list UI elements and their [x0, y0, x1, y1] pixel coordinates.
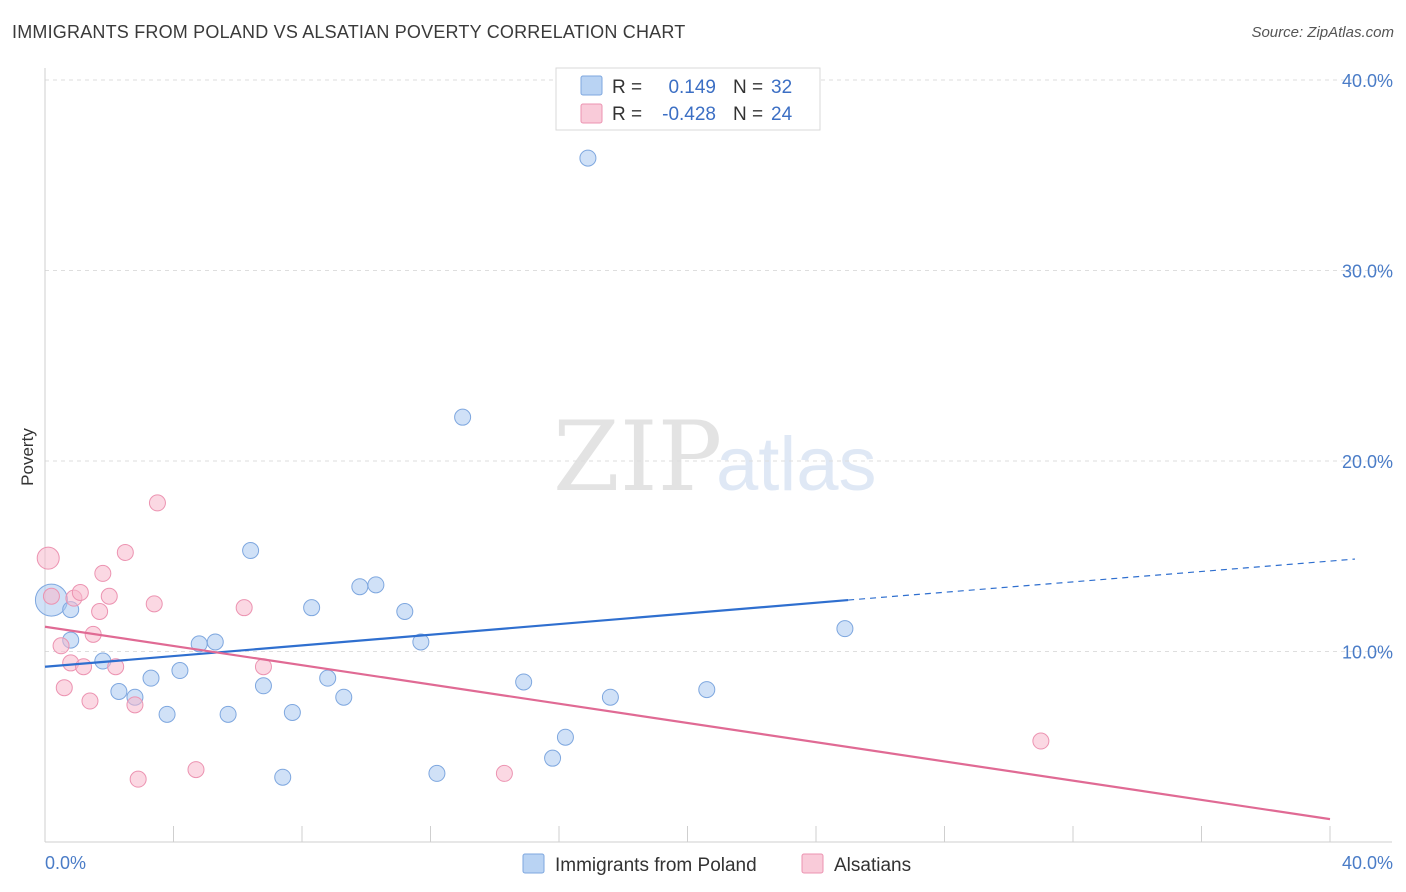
stats-r-value-poland: 0.149 — [668, 77, 716, 98]
legend-swatch-alsatians — [801, 853, 824, 874]
legend-label-alsatians: Alsatians — [834, 855, 911, 876]
poland-point-7 — [158, 705, 176, 723]
alsatians-point-14 — [116, 543, 134, 561]
alsatians-point-6 — [71, 583, 89, 601]
alsatians-point-3 — [55, 679, 73, 697]
poland-point-20 — [367, 576, 385, 594]
y-tick-labels: 10.0% 20.0% 30.0% 40.0% — [1342, 71, 1393, 663]
y-tick-label-20: 20.0% — [1342, 452, 1393, 472]
stats-swatch-alsatians — [580, 103, 603, 124]
alsatians-point-8 — [81, 692, 99, 710]
alsatians-point-0 — [36, 546, 60, 570]
poland-point-27 — [556, 728, 574, 746]
stats-n-label-alsatians: N = — [733, 104, 763, 125]
alsatians-point-19 — [187, 761, 205, 779]
alsatians-point-2 — [52, 637, 70, 655]
stats-r-label-poland: R = — [612, 77, 642, 98]
poland-point-26 — [544, 749, 562, 767]
poland-point-25 — [515, 673, 533, 691]
poland-point-6 — [142, 669, 160, 687]
poland-point-11 — [219, 705, 237, 723]
stats-r-label-alsatians: R = — [612, 104, 642, 125]
alsatians-point-17 — [145, 595, 163, 613]
axes — [44, 68, 1392, 843]
poland-point-19 — [351, 578, 369, 596]
poland-point-10 — [206, 633, 224, 651]
alsatians-point-10 — [91, 602, 109, 620]
alsatians-point-1 — [42, 587, 60, 605]
alsatians-point-16 — [129, 770, 147, 788]
stats-r-value-alsatians: -0.428 — [662, 104, 716, 125]
grid-lines — [45, 79, 1392, 652]
alsatians-trend-line — [44, 625, 1331, 821]
alsatians-point-13 — [107, 658, 125, 676]
poland-point-14 — [274, 768, 292, 786]
poland-point-31 — [836, 620, 854, 638]
poland-point-30 — [698, 681, 716, 699]
x-ticks — [173, 826, 1331, 842]
poland-trend-line — [44, 598, 849, 668]
poland-point-13 — [254, 677, 272, 695]
poland-point-8 — [171, 662, 189, 680]
watermark-zip: ZIP — [553, 401, 722, 513]
x-tick-label-min: 0.0% — [45, 853, 86, 873]
stats-box: R = 0.149 N = 32 R = -0.428 N = 24 — [555, 67, 821, 131]
poland-point-24 — [454, 408, 472, 426]
y-tick-label-40: 40.0% — [1342, 71, 1393, 91]
poland-point-23 — [428, 764, 446, 782]
stats-n-value-poland: 32 — [771, 77, 792, 98]
poland-trend-extension — [848, 558, 1356, 601]
legend-label-poland: Immigrants from Poland — [555, 855, 757, 876]
data-points — [34, 149, 1050, 788]
poland-point-17 — [319, 669, 337, 687]
x-tick-label-max: 40.0% — [1342, 853, 1393, 873]
poland-point-18 — [335, 688, 353, 706]
source-note: Source: ZipAtlas.com — [1251, 24, 1394, 41]
poland-point-4 — [110, 683, 128, 701]
alsatians-point-7 — [75, 658, 93, 676]
y-tick-label-30: 30.0% — [1342, 262, 1393, 282]
poland-point-28 — [579, 149, 597, 167]
poland-point-21 — [396, 602, 414, 620]
legend-swatch-poland — [522, 853, 545, 874]
alsatians-point-15 — [126, 696, 144, 714]
poland-point-12 — [242, 542, 260, 560]
alsatians-point-23 — [1032, 732, 1050, 750]
legend: Immigrants from Poland Alsatians — [522, 853, 911, 876]
alsatians-point-11 — [94, 564, 112, 582]
trend-lines — [44, 558, 1356, 821]
poland-point-29 — [601, 688, 619, 706]
poland-point-16 — [303, 599, 321, 617]
alsatians-point-20 — [235, 599, 253, 617]
poland-point-15 — [283, 703, 301, 721]
stats-swatch-poland — [580, 75, 603, 96]
y-axis-title: Poverty — [18, 428, 37, 486]
watermark-atlas: atlas — [716, 422, 877, 507]
alsatians-point-18 — [148, 494, 166, 512]
alsatians-point-22 — [495, 764, 513, 782]
stats-n-label-poland: N = — [733, 77, 763, 98]
alsatians-point-12 — [100, 587, 118, 605]
poland-point-22 — [412, 633, 430, 651]
stats-n-value-alsatians: 24 — [771, 104, 793, 125]
chart-title: IMMIGRANTS FROM POLAND VS ALSATIAN POVER… — [12, 22, 686, 42]
y-tick-label-10: 10.0% — [1342, 643, 1393, 663]
